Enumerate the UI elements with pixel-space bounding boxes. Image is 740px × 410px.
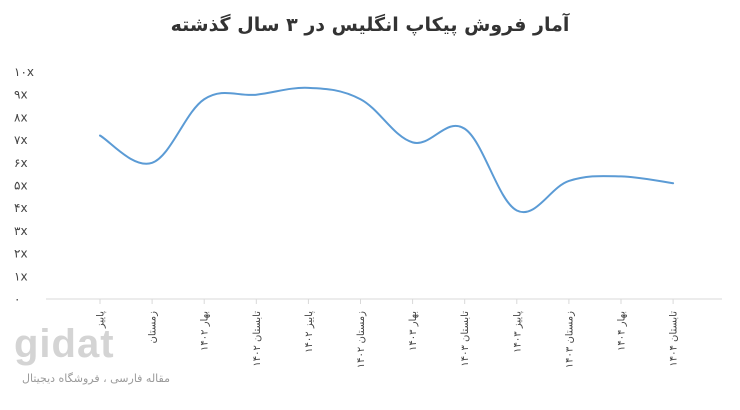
y-tick-label: ۱۰x [14, 65, 34, 79]
y-tick-label: ۵x [14, 179, 28, 193]
x-tick-label: بهار ۱۴۰۳ [408, 311, 419, 351]
y-tick-label: ۲x [14, 247, 28, 261]
x-tick-label: پاییز ۱۴۰۳ [512, 311, 523, 353]
x-tick-label: بهار ۱۴۰۲ [200, 311, 211, 351]
series-layer [100, 88, 673, 212]
y-tick-label: ۶x [14, 156, 28, 170]
x-tick-label: تابستان ۱۴۰۳ [460, 311, 471, 367]
x-tick-label: زمستان ۱۴۰۲ [356, 311, 367, 368]
x-tick-label: بهار ۱۴۰۴ [617, 311, 628, 351]
series-line [100, 88, 673, 212]
x-tick-label: پاییز ۱۴۰۲ [304, 311, 315, 353]
y-tick-label: ۴x [14, 201, 28, 215]
watermark: gidat مقاله فارسی ، فروشگاه دیجیتال [8, 322, 188, 394]
x-tick-label: تابستان ۱۴۰۲ [252, 311, 263, 367]
y-tick-label: ۳x [14, 224, 28, 238]
y-tick-label: ۸x [14, 110, 28, 124]
x-tick-label: زمستان ۱۴۰۳ [564, 311, 575, 368]
chart-title: آمار فروش پیکاپ انگلیس در ۳ سال گذشته [0, 14, 740, 36]
watermark-tagline: مقاله فارسی ، فروشگاه دیجیتال [22, 372, 170, 385]
y-tick-label: ۷x [14, 133, 28, 147]
y-tick-label: ۱x [14, 269, 28, 283]
y-tick-label: ۹x [14, 88, 28, 102]
watermark-logo: gidat [14, 322, 115, 367]
y-tick-label: ۰ [14, 292, 20, 306]
x-tick-label: تابستان ۱۴۰۴ [669, 311, 680, 367]
y-tick-labels: ۰ ۱x ۲x ۳x ۴x ۵x ۶x ۷x ۸x ۹x ۱۰x [14, 65, 34, 306]
